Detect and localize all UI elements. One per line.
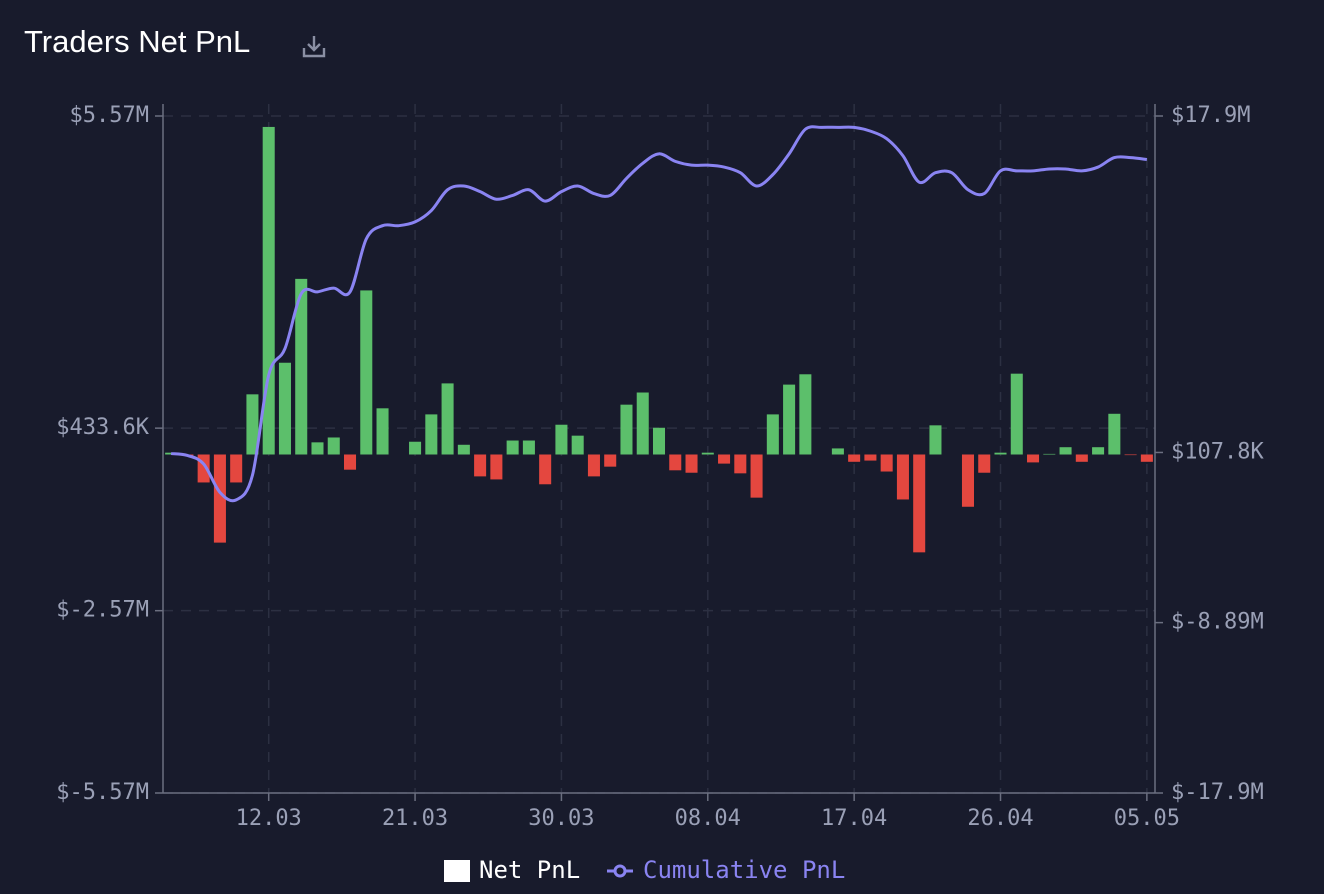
x-tick-label: 26.04	[967, 806, 1033, 831]
bar	[961, 454, 975, 507]
bar	[783, 384, 796, 455]
bar	[457, 444, 470, 455]
bar	[831, 448, 844, 455]
bar	[1108, 413, 1121, 455]
x-tick-label: 30.03	[528, 806, 594, 831]
bar	[685, 454, 698, 473]
bar	[734, 454, 747, 474]
bar	[278, 362, 291, 455]
y2-tick-label: $17.9M	[1171, 103, 1250, 128]
bar	[766, 414, 779, 455]
bar	[506, 440, 519, 455]
bar	[848, 454, 861, 462]
y-tick-label: $433.6K	[56, 415, 149, 440]
y-tick-label: $-5.57M	[56, 780, 149, 805]
bar	[1075, 454, 1088, 462]
x-tick-label: 21.03	[382, 806, 448, 831]
legend-marker[interactable]	[613, 864, 627, 878]
bar	[636, 392, 649, 455]
bar	[360, 290, 373, 455]
y2-tick-label: $107.8K	[1171, 439, 1264, 464]
bar	[1124, 454, 1137, 456]
legend-swatch[interactable]	[444, 860, 470, 882]
bar	[1043, 453, 1056, 455]
y2-tick-label: $-8.89M	[1171, 610, 1264, 635]
bar	[295, 278, 308, 455]
bar	[587, 454, 600, 477]
bar	[571, 435, 584, 455]
bar	[376, 408, 389, 455]
bar	[880, 454, 893, 472]
bar	[620, 404, 633, 455]
x-tick-label: 17.04	[821, 806, 887, 831]
y2-tick-label: $-17.9M	[1171, 780, 1264, 805]
bar	[327, 437, 340, 455]
x-tick-label: 12.03	[236, 806, 302, 831]
bar	[474, 454, 487, 477]
bar	[799, 374, 812, 455]
x-tick-label: 08.04	[675, 806, 741, 831]
bar	[913, 454, 926, 553]
bar	[1010, 373, 1023, 455]
download-icon[interactable]	[302, 36, 326, 58]
bar	[929, 425, 942, 455]
bar	[539, 454, 552, 485]
bar	[652, 427, 666, 455]
bar	[701, 452, 714, 455]
y-tick-label: $5.57M	[70, 103, 149, 128]
line	[170, 125, 1148, 503]
y-tick-label: $-2.57M	[56, 598, 149, 623]
bar	[409, 441, 422, 455]
bar	[522, 440, 535, 455]
bar	[750, 454, 763, 498]
bar	[1059, 447, 1072, 455]
bar	[1027, 454, 1040, 463]
bar	[246, 394, 259, 455]
bar	[896, 454, 909, 500]
bar	[213, 454, 226, 543]
bar	[718, 454, 731, 464]
bar	[1092, 447, 1105, 455]
bar	[490, 454, 503, 480]
bar	[669, 454, 682, 471]
bar	[994, 452, 1007, 455]
legend-label[interactable]: Net PnL	[479, 856, 580, 884]
x-tick-label: 05.05	[1114, 806, 1180, 831]
bar	[441, 383, 454, 455]
bar	[425, 414, 438, 455]
bar	[311, 442, 324, 455]
bar	[1140, 454, 1153, 462]
bar	[864, 454, 877, 461]
bar	[555, 424, 568, 455]
bar	[230, 454, 243, 483]
bar	[604, 454, 617, 467]
chart-title: Traders Net PnL	[24, 24, 250, 59]
download-button[interactable]	[302, 36, 326, 58]
legend-label[interactable]: Cumulative PnL	[643, 856, 845, 884]
bar	[343, 454, 357, 470]
bar	[978, 454, 991, 473]
bar	[262, 126, 275, 455]
